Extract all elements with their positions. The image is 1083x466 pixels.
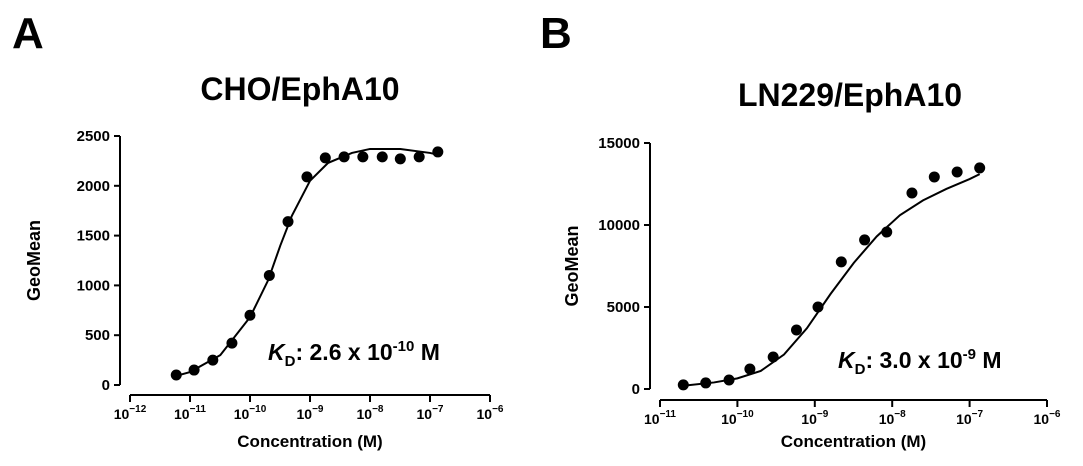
x-tick-label: 10−10 xyxy=(234,404,267,422)
y-tick-label: 15000 xyxy=(598,135,640,152)
y-tick-label: 0 xyxy=(632,381,640,398)
data-point xyxy=(226,337,238,349)
y-tick-label: 2000 xyxy=(77,178,110,195)
x-tick-label: 10−8 xyxy=(357,404,384,422)
y-tick-label: 2500 xyxy=(77,128,110,145)
x-tick-label: 10−11 xyxy=(644,409,676,427)
data-point xyxy=(951,166,963,178)
x-tick-label: 10−7 xyxy=(956,409,983,427)
panel: A CHO/EphA10 Concentration (M) GeoMean 0 500 1… xyxy=(12,9,504,451)
x-tick-label: 10−8 xyxy=(879,409,906,427)
data-point xyxy=(432,146,444,158)
x-tick-label: 10−6 xyxy=(477,404,504,422)
data-point xyxy=(301,171,313,183)
y-tick-label: 10000 xyxy=(598,217,640,234)
data-point xyxy=(376,151,388,163)
fit-curve xyxy=(171,147,439,378)
x-tick-label: 10−7 xyxy=(417,404,444,422)
x-tick-label: 10−11 xyxy=(174,404,206,422)
data-point xyxy=(859,234,871,246)
y-tick-label: 5000 xyxy=(607,299,640,316)
x-axis-label: Concentration (M) xyxy=(781,432,926,451)
fit-curve xyxy=(683,173,981,387)
chart-title: LN229/EphA10 xyxy=(738,77,962,113)
chart-title: CHO/EphA10 xyxy=(200,71,399,107)
data-point xyxy=(790,324,802,336)
data-point xyxy=(906,187,918,199)
y-axis-label: GeoMean xyxy=(24,220,44,301)
panel: B LN229/EphA10 Concentration (M) GeoMean 0 50… xyxy=(540,9,1061,451)
kd-annotation: KD: 3.0 x 10-9 M xyxy=(838,346,1002,378)
data-point xyxy=(835,256,847,268)
kd-annotation: KD: 2.6 x 10-10 M xyxy=(268,338,440,370)
y-tick-label: 1500 xyxy=(77,228,110,245)
y-tick-label: 1000 xyxy=(77,277,110,294)
x-tick-label: 10−9 xyxy=(801,409,828,427)
data-point xyxy=(319,152,331,164)
data-point xyxy=(744,363,756,375)
panel-label: A xyxy=(12,9,44,58)
data-point xyxy=(767,351,779,363)
panel-label: B xyxy=(540,9,572,58)
data-point xyxy=(974,162,986,174)
x-tick-label: 10−9 xyxy=(297,404,324,422)
data-point xyxy=(394,153,406,165)
y-tick-label: 0 xyxy=(102,377,110,394)
x-tick-label: 10−12 xyxy=(114,404,147,422)
x-axis-label: Concentration (M) xyxy=(237,432,382,451)
x-tick-label: 10−10 xyxy=(721,409,754,427)
data-point xyxy=(413,151,425,163)
y-tick-label: 500 xyxy=(85,327,110,344)
data-point xyxy=(928,171,940,183)
x-tick-label: 10−6 xyxy=(1034,409,1061,427)
y-axis-label: GeoMean xyxy=(562,225,582,306)
data-point xyxy=(357,151,369,163)
